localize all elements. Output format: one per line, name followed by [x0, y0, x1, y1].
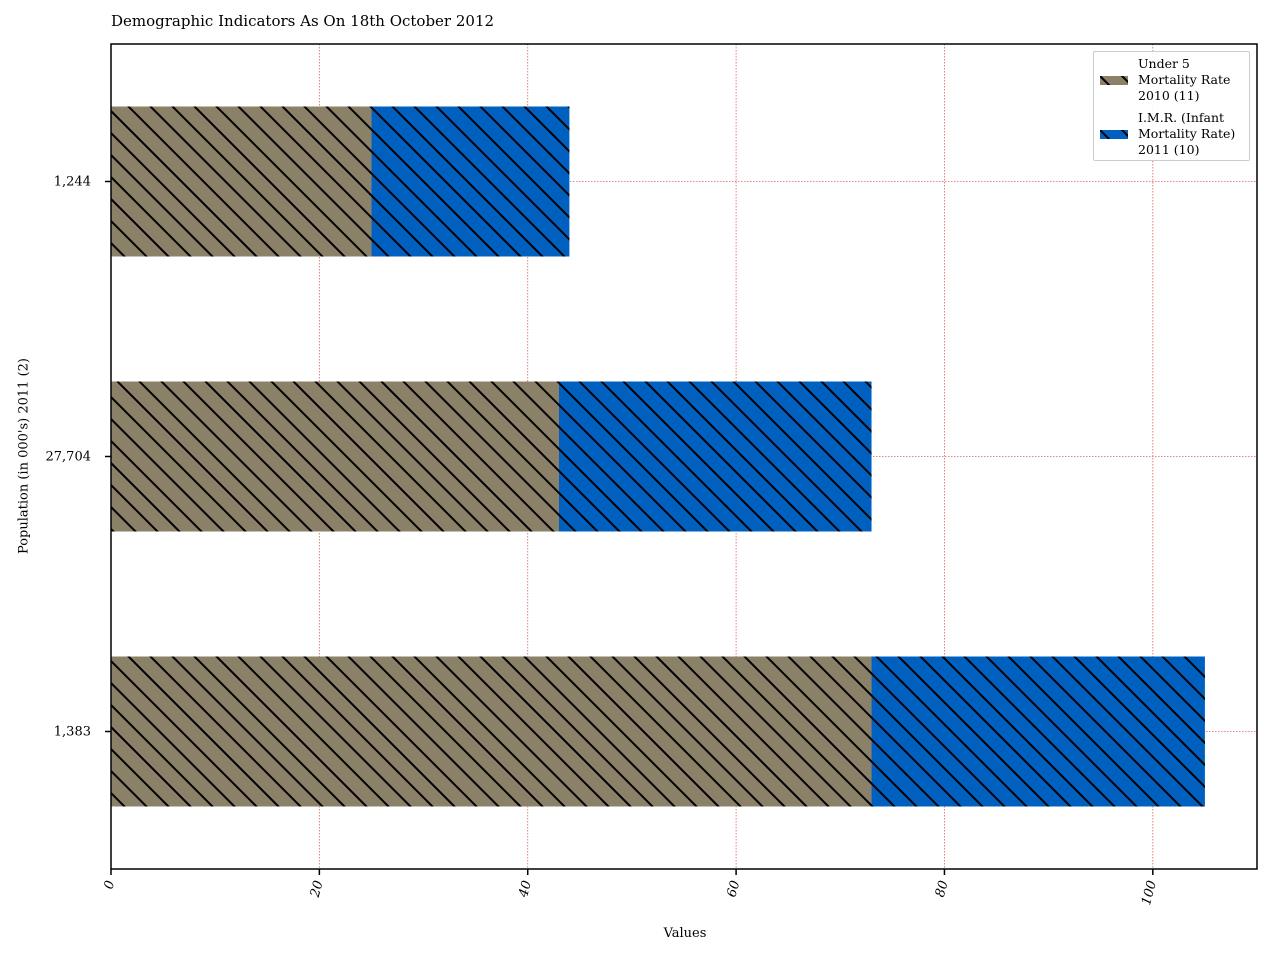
- bars: [111, 106, 1205, 807]
- legend-label-imr: I.M.R. (Infant Mortality Rate) 2011 (10): [1138, 110, 1236, 157]
- bar-hatch-1-0: [871, 656, 1205, 807]
- y-axis-label: Population (in 000's) 2011 (2): [16, 358, 32, 554]
- bar-hatch-1-2: [371, 106, 570, 257]
- bar-hatch-0-1: [111, 381, 559, 532]
- bar-hatch-1-1: [558, 381, 872, 532]
- x-tick-label-0: 0: [102, 879, 119, 891]
- legend-swatch-under5: [1100, 76, 1128, 85]
- y-tick-label-1: 27,704: [46, 450, 92, 465]
- x-tick-label-2: 40: [516, 879, 535, 900]
- x-tick-label-1: 20: [308, 879, 327, 900]
- chart-title: Demographic Indicators As On 18th Octobe…: [111, 12, 495, 30]
- bar-hatch-0-2: [111, 106, 372, 257]
- legend: Under 5 Mortality Rate 2010 (11) I.M.R. …: [1093, 51, 1250, 161]
- legend-swatch-imr: [1100, 130, 1128, 139]
- legend-label-under5: Under 5 Mortality Rate 2010 (11): [1138, 56, 1231, 103]
- bar-hatch-0-0: [111, 656, 872, 807]
- axis-ticks: 0 20 40 60 80 100 1,383 27,704 1,244: [46, 175, 1161, 907]
- x-tick-label-5: 100: [1139, 879, 1160, 907]
- y-tick-label-0: 1,383: [54, 725, 91, 740]
- y-tick-label-2: 1,244: [54, 175, 91, 190]
- x-tick-label-4: 80: [933, 879, 952, 899]
- x-axis-label: Values: [663, 926, 707, 941]
- x-tick-label-3: 60: [725, 879, 744, 899]
